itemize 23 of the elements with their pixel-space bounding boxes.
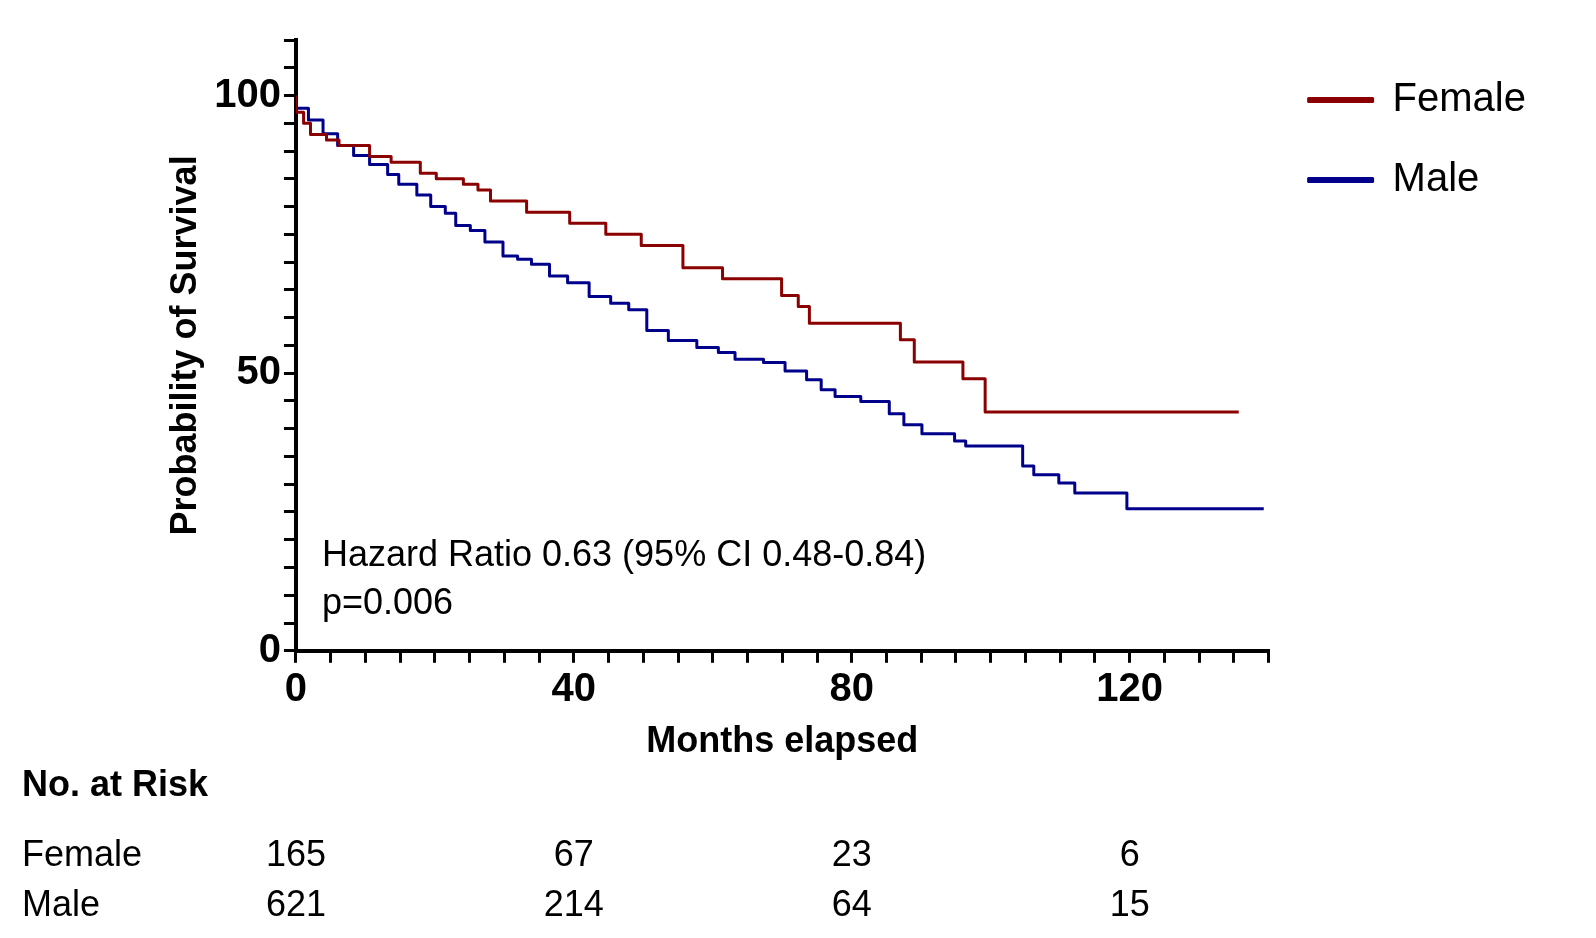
text: Female — [22, 832, 143, 874]
legend-label: Male — [1392, 155, 1480, 200]
text: 165 — [265, 832, 326, 874]
text: 15 — [1109, 882, 1150, 924]
x-tick-label: 80 — [829, 664, 875, 709]
legend-label: Female — [1392, 75, 1527, 120]
y-tick-label: 100 — [214, 70, 281, 115]
text: No. at Risk — [22, 762, 210, 804]
x-axis-title: Months elapsed — [646, 719, 919, 761]
text: 214 — [543, 882, 604, 924]
text: 621 — [265, 882, 326, 924]
annotation: p=0.006 — [321, 580, 454, 622]
text: Male — [22, 882, 101, 924]
y-tick-label: 0 — [258, 625, 281, 670]
text: 23 — [831, 832, 872, 874]
annotation: Hazard Ratio 0.63 (95% CI 0.48-0.84) — [321, 532, 927, 574]
text: 67 — [553, 832, 594, 874]
y-tick-label: 50 — [236, 348, 281, 393]
text: 64 — [831, 882, 872, 924]
x-tick-label: 120 — [1096, 664, 1164, 709]
text: 6 — [1119, 832, 1140, 874]
y-axis-title: Probability of Survival — [162, 155, 204, 536]
x-tick-label: 40 — [551, 664, 597, 709]
